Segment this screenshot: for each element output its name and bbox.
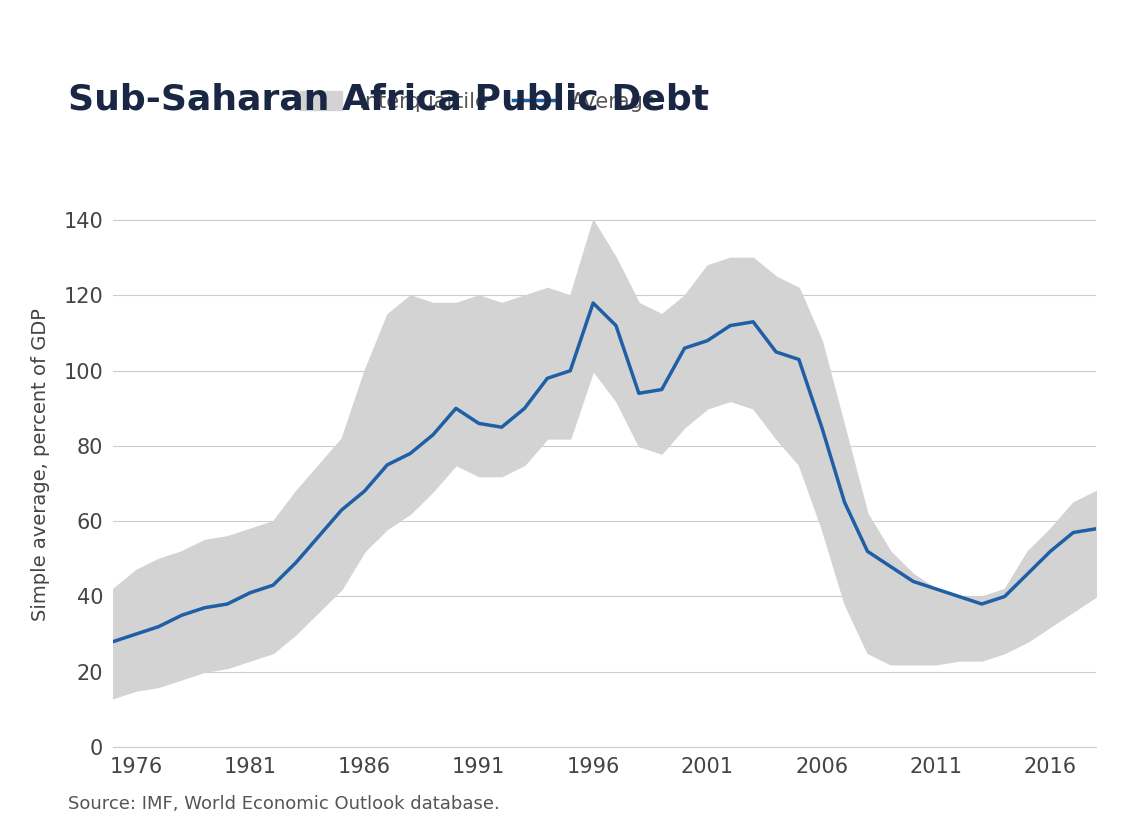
Legend: Interquartile, Average: Interquartile, Average: [301, 91, 657, 112]
Y-axis label: Simple average, percent of GDP: Simple average, percent of GDP: [31, 309, 50, 621]
Text: Sub-Saharan Africa Public Debt: Sub-Saharan Africa Public Debt: [68, 83, 709, 117]
Text: Source: IMF, World Economic Outlook database.: Source: IMF, World Economic Outlook data…: [68, 795, 499, 813]
